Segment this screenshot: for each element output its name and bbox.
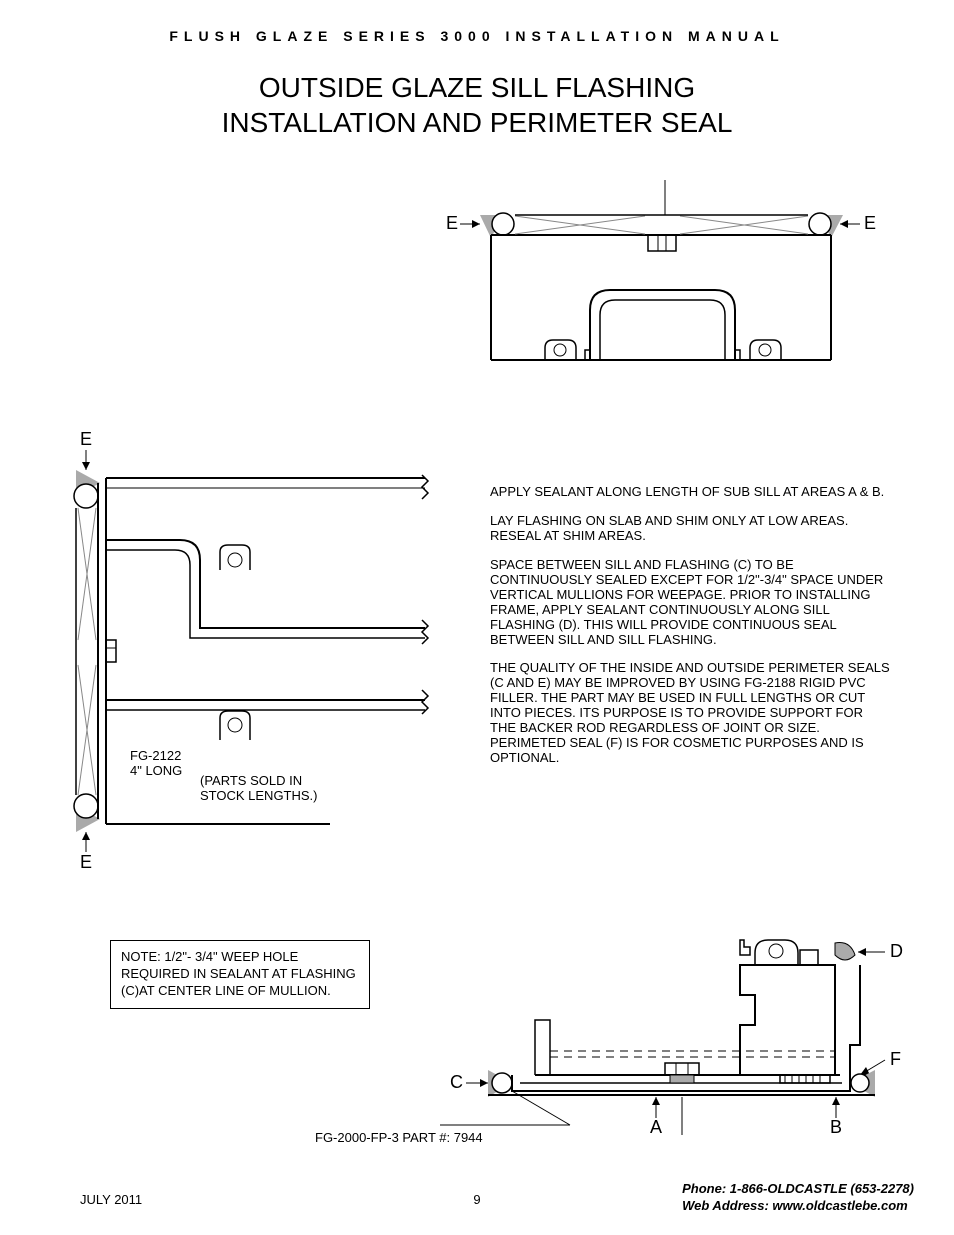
label-a: A bbox=[650, 1117, 662, 1137]
figure-top-section: E E bbox=[440, 180, 880, 380]
label-c: C bbox=[450, 1072, 463, 1092]
instructions-p4: THE QUALITY OF THE INSIDE AND OUTSIDE PE… bbox=[490, 661, 890, 766]
footer-contact: Phone: 1-866-OLDCASTLE (653-2278) Web Ad… bbox=[682, 1181, 914, 1215]
figure-sill-flashing: D F C A B bbox=[440, 925, 910, 1145]
footer-phone: Phone: 1-866-OLDCASTLE (653-2278) bbox=[682, 1181, 914, 1198]
instructions-block: APPLY SEALANT ALONG LENGTH OF SUB SILL A… bbox=[490, 485, 890, 780]
label-b: B bbox=[830, 1117, 842, 1137]
label-e-bottom: E bbox=[80, 852, 92, 870]
label-e-left: E bbox=[446, 213, 458, 233]
title-line-1: OUTSIDE GLAZE SILL FLASHING bbox=[0, 70, 954, 105]
part-number-label: FG-2000-FP-3 PART #: 7944 bbox=[315, 1130, 483, 1145]
part-length: 4" LONG bbox=[130, 763, 182, 778]
label-e-right: E bbox=[864, 213, 876, 233]
page-header: FLUSH GLAZE SERIES 3000 INSTALLATION MAN… bbox=[0, 28, 954, 44]
label-e-top: E bbox=[80, 430, 92, 449]
part-code: FG-2122 bbox=[130, 748, 181, 763]
footer-web: Web Address: www.oldcastlebe.com bbox=[682, 1198, 914, 1215]
instructions-p3: SPACE BETWEEN SILL AND FLASHING (C) TO B… bbox=[490, 558, 890, 648]
page-title: OUTSIDE GLAZE SILL FLASHING INSTALLATION… bbox=[0, 70, 954, 140]
label-d: D bbox=[890, 941, 903, 961]
instructions-p1: APPLY SEALANT ALONG LENGTH OF SUB SILL A… bbox=[490, 485, 890, 500]
stock-note-1: (PARTS SOLD IN bbox=[200, 773, 302, 788]
stock-note-2: STOCK LENGTHS.) bbox=[200, 788, 318, 803]
title-line-2: INSTALLATION AND PERIMETER SEAL bbox=[0, 105, 954, 140]
figure-side-section: E E FG-2122 4" LONG (PARTS SOLD IN STOCK… bbox=[70, 430, 430, 870]
instructions-p2: LAY FLASHING ON SLAB AND SHIM ONLY AT LO… bbox=[490, 514, 890, 544]
weep-hole-note: NOTE: 1/2"- 3/4" WEEP HOLE REQUIRED IN S… bbox=[110, 940, 370, 1009]
label-f: F bbox=[890, 1049, 901, 1069]
